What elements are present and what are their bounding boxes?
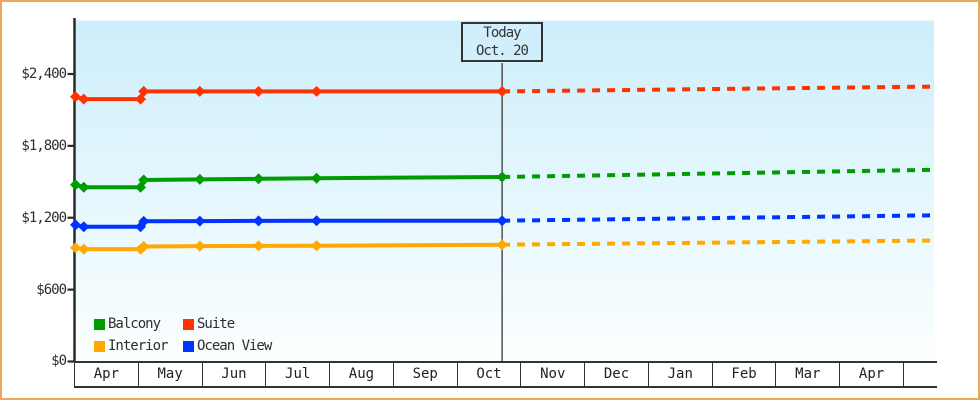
today-marker-date: Oct. 20 bbox=[475, 43, 529, 59]
series-line-interior bbox=[75, 242, 503, 252]
data-point-marker bbox=[253, 215, 265, 227]
x-axis-month-oct: Oct bbox=[456, 363, 521, 386]
data-point-marker bbox=[496, 85, 508, 97]
data-point-marker bbox=[138, 215, 150, 227]
data-point-marker bbox=[78, 181, 90, 193]
y-axis-tick-label: $1,200 bbox=[21, 210, 67, 226]
series-forecast-interior bbox=[502, 238, 934, 247]
legend-item-interior: Interior bbox=[94, 338, 183, 354]
x-axis-month-jun: Jun bbox=[201, 363, 266, 386]
data-point-marker bbox=[253, 240, 265, 252]
data-point-marker bbox=[138, 174, 150, 186]
legend-label: Interior bbox=[108, 338, 168, 354]
balcony-color-swatch bbox=[94, 318, 105, 330]
data-point-marker bbox=[253, 173, 265, 185]
chart-legend: Balcony Suite Interior Ocean View bbox=[94, 316, 272, 354]
data-point-marker bbox=[253, 85, 265, 97]
today-marker-title: Today bbox=[483, 25, 521, 41]
legend-label: Balcony bbox=[108, 316, 161, 332]
data-point-marker bbox=[78, 93, 90, 105]
data-point-marker bbox=[70, 91, 81, 103]
data-point-marker bbox=[194, 240, 206, 252]
data-point-marker bbox=[311, 240, 323, 252]
x-axis-month-sep: Sep bbox=[392, 363, 457, 386]
data-point-marker bbox=[70, 242, 81, 254]
data-point-marker bbox=[138, 85, 150, 97]
data-point-marker bbox=[311, 85, 323, 97]
x-axis-month-aug: Aug bbox=[329, 363, 393, 386]
x-axis-month-nov: Nov bbox=[520, 363, 584, 386]
interior-color-swatch bbox=[94, 340, 105, 352]
x-axis-month-jan: Jan bbox=[647, 363, 712, 386]
legend-item-ocean-view: Ocean View bbox=[183, 338, 272, 354]
x-axis-month-jul: Jul bbox=[265, 363, 329, 386]
data-point-marker bbox=[496, 171, 508, 183]
plot-background bbox=[75, 20, 934, 362]
ocean-view-color-swatch bbox=[183, 340, 194, 352]
x-axis-month-mar: Mar bbox=[775, 363, 839, 386]
today-marker-box: Today Oct. 20 bbox=[461, 22, 543, 62]
x-axis-month-apr2: Apr bbox=[839, 363, 903, 386]
legend-row: Balcony Suite bbox=[94, 316, 271, 332]
y-axis-tick-label: $1,800 bbox=[21, 138, 67, 154]
data-point-marker bbox=[311, 215, 323, 227]
data-point-marker bbox=[194, 85, 206, 97]
y-axis-tick-label: $0 bbox=[51, 353, 67, 369]
x-axis-month-apr1: Apr bbox=[74, 363, 138, 386]
legend-item-suite: Suite bbox=[183, 316, 235, 332]
y-axis-tick-label: $600 bbox=[36, 282, 67, 298]
x-axis-month-feb: Feb bbox=[711, 363, 776, 386]
data-point-marker bbox=[194, 215, 206, 227]
data-point-marker bbox=[70, 219, 81, 231]
x-axis-month-dec: Dec bbox=[584, 363, 648, 386]
series-line-ocean-view bbox=[75, 218, 503, 229]
data-point-marker bbox=[78, 221, 90, 233]
legend-item-balcony: Balcony bbox=[94, 316, 183, 332]
y-axis-tick-label: $2,400 bbox=[21, 66, 67, 82]
data-point-marker bbox=[496, 215, 508, 227]
series-forecast-suite bbox=[502, 84, 934, 94]
series-forecast-balcony bbox=[502, 167, 934, 179]
data-point-marker bbox=[311, 172, 323, 184]
x-axis-month-may: May bbox=[137, 363, 202, 386]
data-point-marker bbox=[194, 173, 206, 185]
suite-color-swatch bbox=[183, 318, 194, 330]
legend-row: Interior Ocean View bbox=[94, 338, 272, 354]
series-forecast-ocean-view bbox=[502, 213, 934, 223]
x-axis-month-strip: Apr May Jun Jul Aug Sep Oct Nov Dec Jan … bbox=[74, 361, 937, 388]
series-line-suite bbox=[74, 89, 503, 102]
legend-label: Ocean View bbox=[197, 338, 272, 354]
series-line-balcony bbox=[74, 175, 503, 190]
x-axis-month-empty bbox=[902, 363, 937, 386]
data-point-marker bbox=[138, 240, 150, 252]
data-point-marker bbox=[496, 239, 508, 251]
data-point-marker bbox=[70, 179, 81, 191]
legend-label: Suite bbox=[197, 316, 235, 332]
data-point-marker bbox=[78, 243, 90, 255]
